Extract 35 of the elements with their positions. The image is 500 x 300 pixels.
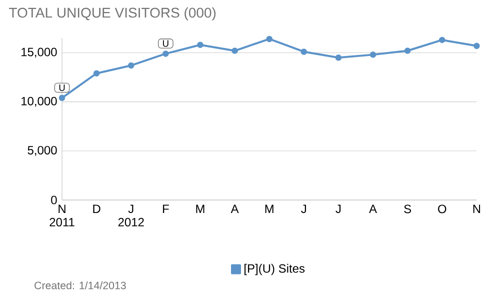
point xyxy=(197,42,204,48)
y-tick-label: 10,000 xyxy=(22,96,57,107)
x-tick-label: N 2011 xyxy=(50,204,74,226)
x-tick-label: F xyxy=(162,204,169,213)
text: Created: 1/14/2013 xyxy=(34,281,126,290)
x-tick-label: A xyxy=(230,204,239,213)
x-tick-label: J xyxy=(336,204,341,214)
x-tick-label: A xyxy=(369,204,377,213)
y-tick-label: 0 xyxy=(51,196,57,204)
y-tick-label: 5,000 xyxy=(28,146,57,156)
point xyxy=(404,48,411,54)
point xyxy=(335,54,342,61)
point xyxy=(93,70,100,76)
y-tick-label: 15,000 xyxy=(22,48,57,58)
annotation: U xyxy=(163,40,168,47)
x-tick-label: J 2012 xyxy=(118,204,144,226)
legend-label: [P](U) Sites xyxy=(244,264,305,276)
x-tick-label: J xyxy=(301,204,306,214)
chart-title: TOTAL UNIQUE VISITORS (000) xyxy=(9,7,216,20)
x-tick-label: N xyxy=(473,204,480,213)
annotation: U xyxy=(59,84,65,91)
point xyxy=(232,48,238,54)
point xyxy=(162,50,169,57)
x-tick-label: S xyxy=(404,204,412,214)
point xyxy=(438,36,446,44)
point xyxy=(370,52,376,58)
point xyxy=(474,42,480,49)
x-tick-label: M xyxy=(196,204,204,213)
point xyxy=(266,36,272,42)
point xyxy=(58,94,66,102)
x-tick-label: M xyxy=(265,204,274,213)
x-tick-label: O xyxy=(438,204,446,214)
point xyxy=(128,62,134,69)
x-tick-label: D xyxy=(93,204,100,213)
point xyxy=(300,48,308,55)
